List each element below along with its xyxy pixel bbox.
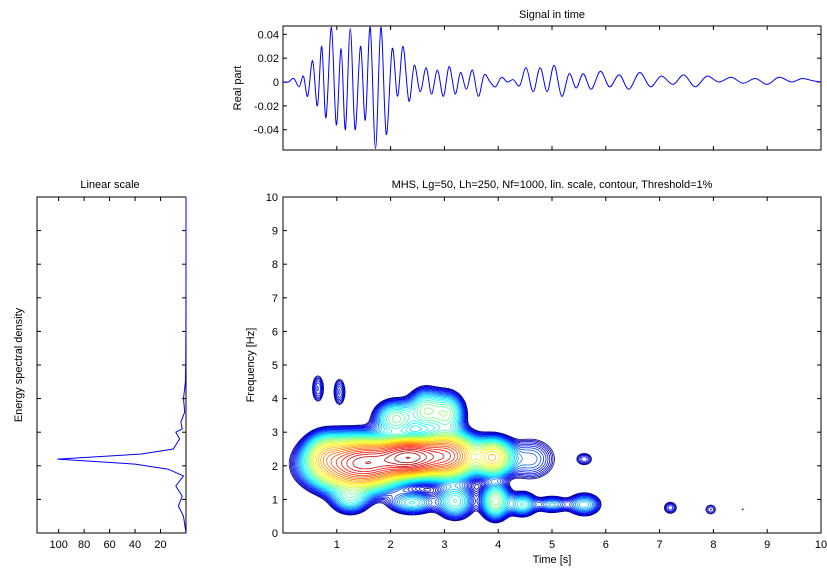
- tfr-xtick-label: 6: [603, 539, 609, 551]
- tfr-ytick-label: 2: [272, 461, 278, 473]
- signal-line: [282, 26, 822, 150]
- tfr-contour-level: [302, 396, 528, 514]
- tfr-contour-level: [311, 435, 505, 489]
- tfr-ytick-label: 0: [272, 528, 278, 540]
- tfr-ytick-label: 7: [272, 293, 278, 305]
- spectrum-axes-frame: [36, 196, 187, 534]
- tfr-contour-level: [318, 440, 497, 483]
- tfr-ytick-label: 8: [272, 259, 278, 271]
- tfr-contour-level: [330, 444, 459, 478]
- signal-ytick-label: 0: [273, 77, 279, 89]
- tfr-xtick-label: 9: [764, 539, 770, 551]
- tfr-ylabel: Frequency [Hz]: [245, 328, 257, 403]
- tfr-xtick-label: 4: [495, 539, 501, 551]
- tfr-contour-level: [322, 442, 464, 481]
- tfr-contour-level: [293, 380, 674, 521]
- tfr-contour-level: [291, 377, 714, 523]
- tfr-y-ticks: 0 1 2 3 4 5 6 7 8 9 10: [266, 192, 821, 540]
- tfr-contour-level: [352, 448, 434, 470]
- signal-ytick-label: -0.04: [254, 125, 279, 137]
- tfr-ytick-label: 9: [272, 226, 278, 238]
- signal-y-ticks: 0.04 0.02 0 -0.02 -0.04: [254, 26, 822, 150]
- spectrum-xtick-label: 20: [154, 539, 166, 551]
- tfr-panel: MHS, Lg=50, Lh=250, Nf=1000, lin. scale,…: [245, 179, 827, 566]
- signal-title: Signal in time: [519, 9, 585, 21]
- tfr-contour-level: [292, 379, 712, 522]
- signal-ytick-label: -0.02: [254, 101, 279, 113]
- spectrum-x-ticks: 100 80 60 40 20: [49, 197, 167, 551]
- spectrum-panel: Linear scale 100 80 60 40 20 Energy spectral…: [13, 179, 187, 551]
- tfr-contour-level: [304, 398, 525, 513]
- tfr-ytick-label: 1: [272, 494, 278, 506]
- tfr-xtick-label: 5: [549, 539, 555, 551]
- tfr-contour-level: [341, 446, 451, 474]
- tfr-xtick-label: 8: [710, 539, 716, 551]
- tfr-contour-level: [301, 395, 530, 515]
- signal-panel: Signal in time 0.04 0.02 0 -0.02 -0.04 Real …: [232, 9, 822, 151]
- tfr-contour-level: [326, 443, 461, 479]
- tfr-contour-level: [312, 436, 504, 487]
- tfr-title: MHS, Lg=50, Lh=250, Nf=1000, lin. scale,…: [392, 179, 713, 191]
- tfr-contour-level: [346, 447, 445, 472]
- tfr-ytick-label: 4: [272, 394, 278, 406]
- tfr-contours: [288, 375, 744, 524]
- signal-ytick-label: 0.02: [258, 53, 279, 65]
- spectrum-xtick-label: 100: [49, 539, 67, 551]
- tfr-xtick-label: 10: [815, 539, 827, 551]
- tfr-contour-level: [365, 450, 427, 466]
- tfr-contour-level: [316, 439, 500, 485]
- tfr-ytick-label: 5: [272, 360, 278, 372]
- tfr-contour-level: [306, 401, 510, 510]
- tfr-xtick-label: 2: [388, 539, 394, 551]
- tfr-contour-level: [308, 407, 508, 506]
- tfr-contour-level: [298, 392, 593, 518]
- spectrum-xtick-label: 40: [129, 539, 141, 551]
- spectrum-line: [57, 197, 187, 534]
- tfr-contour-level: [314, 438, 502, 486]
- tfr-ytick-label: 3: [272, 427, 278, 439]
- tfr-contour-level: [320, 441, 466, 482]
- tfr-contour-level: [296, 390, 596, 519]
- tfr-xtick-label: 1: [334, 539, 340, 551]
- tfr-contour-level: [310, 434, 507, 490]
- tfr-contour-level: [295, 385, 597, 520]
- signal-axes-frame: [282, 25, 822, 151]
- tfr-contour-level: [288, 375, 744, 524]
- signal-ytick-label: 0.04: [258, 29, 279, 41]
- tfr-contour-level: [300, 394, 590, 516]
- tfr-ytick-label: 6: [272, 326, 278, 338]
- tfr-contour-level: [294, 382, 598, 521]
- tfr-contour-level: [297, 391, 595, 518]
- tfr-contour-level: [299, 393, 592, 517]
- tfr-contour-level: [290, 376, 715, 523]
- spectrum-xtick-label: 60: [103, 539, 115, 551]
- tfr-xtick-label: 7: [657, 539, 663, 551]
- tfr-contour-level: [305, 399, 512, 512]
- tfr-contour-level: [307, 403, 509, 508]
- spectrum-ylabel: Energy spectral density: [13, 307, 25, 422]
- spectrum-title: Linear scale: [80, 179, 139, 191]
- tfr-xlabel: Time [s]: [533, 554, 572, 566]
- tfr-contour-level: [394, 452, 421, 464]
- tfr-ytick-label: 10: [266, 192, 278, 204]
- signal-ylabel: Real part: [232, 66, 244, 111]
- tfr-x-ticks: 1 2 3 4 5 6 7 8 9 10: [334, 197, 827, 551]
- tfr-contour-level: [335, 445, 456, 476]
- tfr-xtick-label: 3: [441, 539, 447, 551]
- tfr-contour-level: [405, 456, 411, 459]
- spectrum-xtick-label: 80: [78, 539, 90, 551]
